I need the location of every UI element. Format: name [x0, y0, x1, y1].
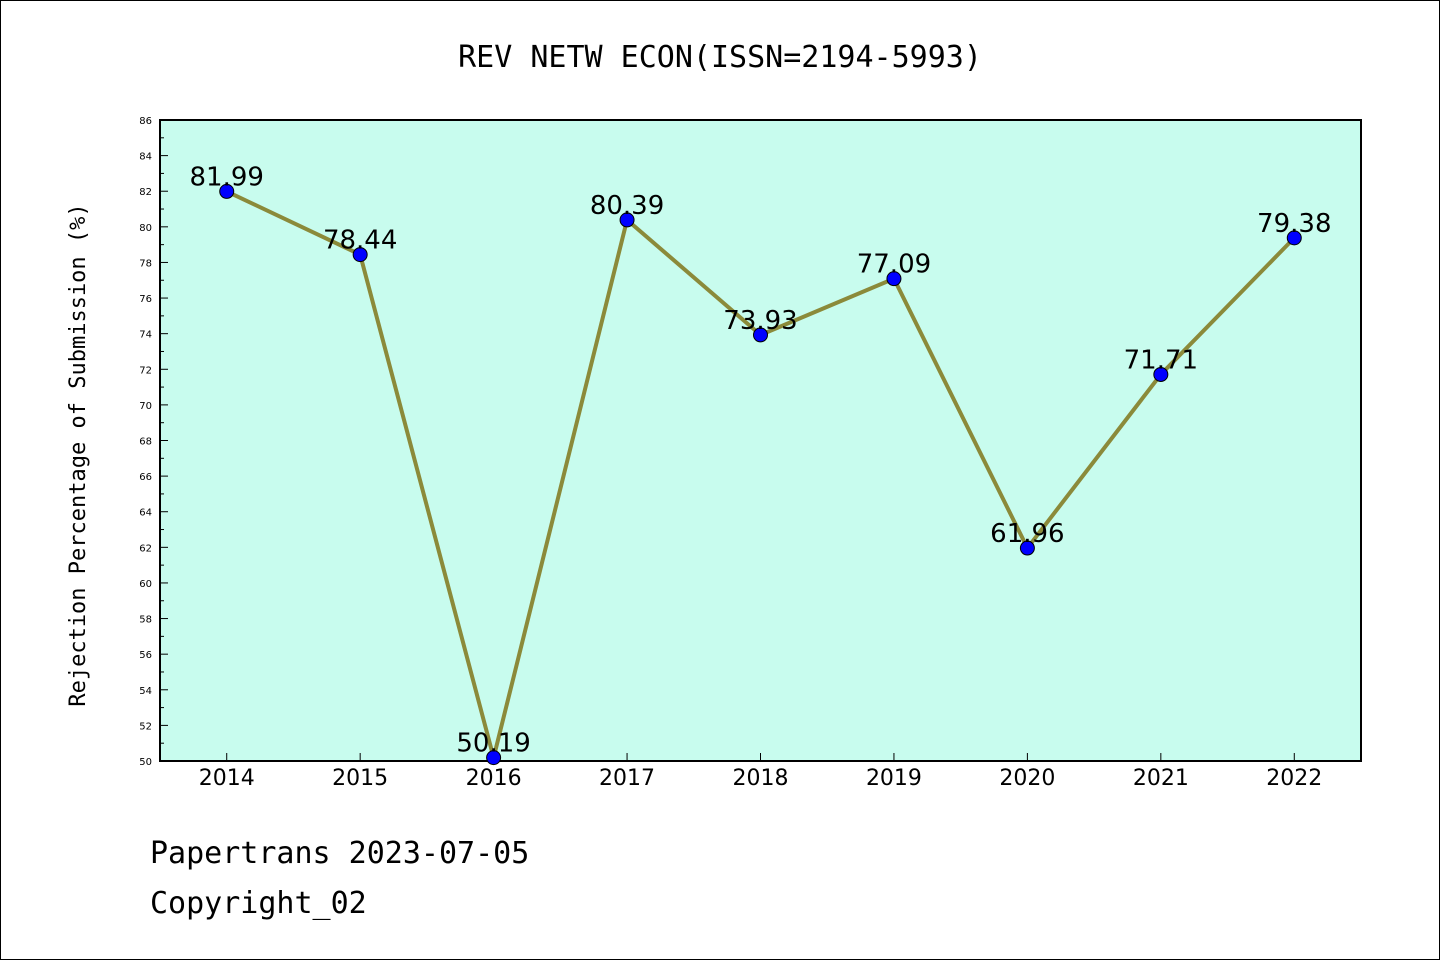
data-labels-group: 81.99 78.44 50.19 80.39 73.93 77.09 61.96 71.71… [190, 162, 1332, 758]
x-tick-label: 2016 [466, 766, 522, 791]
y-tick-label: 54 [139, 686, 152, 697]
footer-watermark: Papertrans 2023-07-05 [150, 836, 530, 871]
data-label-2019: 77.09 [857, 250, 931, 280]
y-tick-label: 50 [139, 757, 152, 768]
data-point-2014 [219, 183, 235, 199]
y-tick-label: 60 [139, 579, 152, 590]
data-label-2018: 73.93 [723, 306, 797, 336]
data-point-2020 [1019, 540, 1035, 556]
x-axis: 2014 2015 2016 2017 2018 2019 2020 2021 2022 [199, 753, 1322, 791]
x-tick-label: 2017 [599, 766, 655, 791]
x-tick-label: 2019 [866, 766, 922, 791]
x-tick-label: 2021 [1133, 766, 1189, 791]
data-point-2022 [1286, 230, 1302, 246]
data-label-2022: 79.38 [1257, 209, 1331, 239]
y-tick-label: 84 [139, 152, 152, 163]
x-tick-label: 2014 [199, 766, 255, 791]
plot-area [159, 119, 1362, 762]
x-tick-label: 2018 [733, 766, 789, 791]
y-tick-label: 56 [139, 650, 152, 661]
y-axis: 50 52 54 56 58 60 62 64 66 68 70 72 74 76 78 80 82 84 86 [139, 116, 168, 768]
y-tick-label: 58 [139, 615, 152, 626]
y-tick-label: 62 [139, 543, 152, 554]
x-tick-label: 2020 [999, 766, 1055, 791]
data-point-2016 [486, 750, 502, 766]
x-tick-label: 2022 [1266, 766, 1322, 791]
y-tick-label: 64 [139, 508, 152, 519]
data-point-2019 [886, 271, 902, 287]
data-label-2015: 78.44 [323, 226, 397, 256]
data-point-2021 [1153, 366, 1169, 382]
y-tick-label: 78 [139, 258, 152, 269]
y-axis-label: Rejection Percentage of Submission (%) [66, 203, 91, 706]
x-tick-label: 2015 [332, 766, 388, 791]
y-tick-label: 70 [139, 401, 152, 412]
chart-title: REV NETW ECON(ISSN=2194-5993) [458, 40, 982, 75]
y-tick-label: 76 [139, 294, 152, 305]
y-tick-label: 80 [139, 223, 152, 234]
y-tick-label: 66 [139, 472, 152, 483]
y-tick-label: 86 [139, 116, 152, 127]
data-point-2017 [619, 212, 635, 228]
y-tick-label: 52 [139, 721, 152, 732]
data-label-2017: 80.39 [590, 191, 664, 221]
data-label-2020: 61.96 [990, 519, 1064, 549]
data-point-2018 [753, 327, 768, 343]
footer-copyright: Copyright_02 [150, 886, 367, 921]
data-label-2021: 71.71 [1124, 345, 1198, 375]
y-tick-label: 72 [139, 365, 152, 376]
y-tick-label: 68 [139, 437, 152, 448]
data-label-2014: 81.99 [190, 162, 264, 192]
data-label-2016: 50.19 [456, 729, 530, 759]
y-tick-label: 74 [139, 330, 152, 341]
data-point-2015 [352, 247, 368, 263]
y-tick-label: 82 [139, 187, 152, 198]
markers-group [219, 183, 1302, 766]
